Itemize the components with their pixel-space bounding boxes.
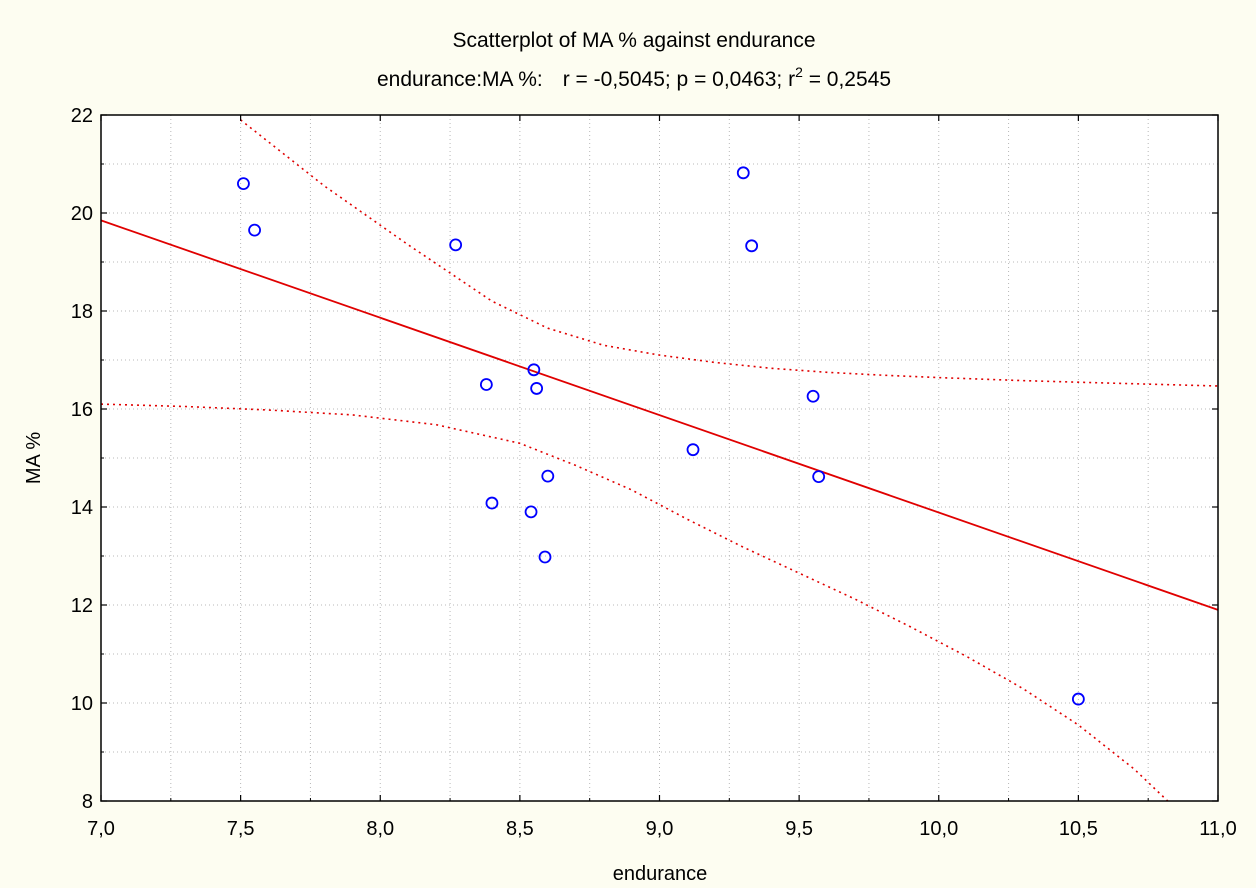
data-point	[806, 389, 820, 403]
chart-title: Scatterplot of MA % against endurance	[452, 29, 815, 52]
data-point	[479, 378, 493, 391]
y-tick-label: 16	[71, 399, 93, 421]
data-point	[736, 166, 750, 180]
y-tick-label: 22	[71, 105, 93, 127]
y-tick-label: 14	[71, 497, 93, 519]
x-tick-label: 11,0	[1199, 818, 1236, 840]
x-tick-label: 9,0	[646, 818, 674, 840]
x-tick-label: 8,5	[506, 818, 534, 840]
plot-area	[101, 115, 1218, 801]
data-point	[541, 469, 555, 483]
data-point	[524, 505, 538, 519]
y-tick-label: 12	[71, 595, 93, 617]
x-tick-label: 10,5	[1059, 818, 1098, 840]
subtitle-superscript: 2	[795, 64, 803, 80]
data-points	[237, 166, 1085, 706]
y-axis-label: MA %	[23, 432, 45, 484]
regression-line	[100, 219, 1219, 611]
subtitle-stats: r = -0,5045; p = 0,0463; r	[563, 68, 795, 91]
x-tick-label: 7,0	[87, 818, 115, 840]
data-point	[449, 238, 463, 252]
data-point	[527, 363, 541, 377]
y-tick-label: 8	[82, 791, 93, 813]
data-point	[237, 177, 250, 191]
data-point	[812, 470, 826, 484]
x-tick-label: 10,0	[919, 818, 958, 840]
tick-labels: 7,0 7,5 8,0 8,5 9,0 9,5 10,0 10,5 11,0 8 10 12 14 16 1…	[71, 105, 1237, 840]
subtitle-tail: = 0,2545	[803, 68, 891, 91]
chart-subtitle: endurance:MA %: r = -0,5045; p = 0,0463; …	[377, 64, 891, 91]
data-point	[538, 550, 552, 564]
data-point	[745, 239, 759, 253]
x-tick-label: 7,5	[227, 818, 255, 840]
data-point	[530, 382, 544, 395]
x-tick-label: 9,5	[785, 818, 813, 840]
confidence-band-upper	[240, 119, 1219, 387]
axis-ticks	[100, 114, 1219, 802]
subtitle-lead: endurance:MA %:	[377, 68, 543, 91]
y-tick-label: 10	[71, 693, 93, 715]
x-tick-label: 8,0	[366, 818, 394, 840]
data-point	[1071, 692, 1085, 706]
data-point	[686, 443, 700, 457]
data-point	[485, 496, 499, 510]
data-point	[248, 223, 261, 237]
regression-layer	[100, 119, 1219, 802]
x-axis-label: endurance	[613, 863, 708, 885]
y-tick-label: 20	[71, 203, 93, 225]
confidence-band-lower	[100, 403, 1169, 802]
y-tick-label: 18	[71, 301, 93, 323]
